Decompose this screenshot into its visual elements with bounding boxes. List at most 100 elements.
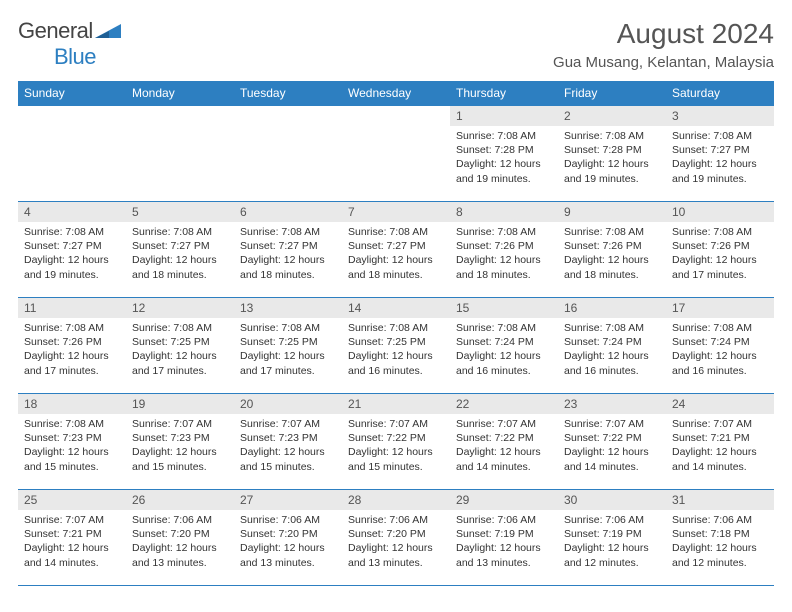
day-info: Sunrise: 7:07 AMSunset: 7:23 PMDaylight:…	[234, 414, 342, 474]
day-number: 23	[558, 394, 666, 414]
daylight-line: Daylight: 12 hours and 13 minutes.	[456, 541, 552, 569]
day-info: Sunrise: 7:08 AMSunset: 7:27 PMDaylight:…	[342, 222, 450, 282]
daylight-line: Daylight: 12 hours and 13 minutes.	[348, 541, 444, 569]
sunset-line: Sunset: 7:18 PM	[672, 527, 768, 541]
sunrise-line: Sunrise: 7:08 AM	[564, 321, 660, 335]
sunrise-line: Sunrise: 7:08 AM	[672, 129, 768, 143]
day-info: Sunrise: 7:07 AMSunset: 7:22 PMDaylight:…	[342, 414, 450, 474]
day-number: 11	[18, 298, 126, 318]
daylight-line: Daylight: 12 hours and 17 minutes.	[672, 253, 768, 281]
day-info: Sunrise: 7:06 AMSunset: 7:19 PMDaylight:…	[558, 510, 666, 570]
day-info: Sunrise: 7:07 AMSunset: 7:22 PMDaylight:…	[450, 414, 558, 474]
logo-text-a: General	[18, 18, 93, 44]
sunset-line: Sunset: 7:26 PM	[564, 239, 660, 253]
calendar-cell: .	[342, 106, 450, 202]
day-info: Sunrise: 7:06 AMSunset: 7:20 PMDaylight:…	[234, 510, 342, 570]
calendar-cell: 19Sunrise: 7:07 AMSunset: 7:23 PMDayligh…	[126, 394, 234, 490]
day-info: Sunrise: 7:08 AMSunset: 7:25 PMDaylight:…	[342, 318, 450, 378]
weekday-header: Friday	[558, 81, 666, 106]
day-number: 19	[126, 394, 234, 414]
daylight-line: Daylight: 12 hours and 14 minutes.	[24, 541, 120, 569]
sunrise-line: Sunrise: 7:08 AM	[456, 129, 552, 143]
day-info: Sunrise: 7:08 AMSunset: 7:23 PMDaylight:…	[18, 414, 126, 474]
daylight-line: Daylight: 12 hours and 15 minutes.	[24, 445, 120, 473]
day-number: 12	[126, 298, 234, 318]
daylight-line: Daylight: 12 hours and 15 minutes.	[132, 445, 228, 473]
sunset-line: Sunset: 7:25 PM	[132, 335, 228, 349]
daylight-line: Daylight: 12 hours and 13 minutes.	[240, 541, 336, 569]
sunset-line: Sunset: 7:24 PM	[456, 335, 552, 349]
day-number: 4	[18, 202, 126, 222]
calendar-cell: 7Sunrise: 7:08 AMSunset: 7:27 PMDaylight…	[342, 202, 450, 298]
sunset-line: Sunset: 7:27 PM	[672, 143, 768, 157]
calendar-cell: 25Sunrise: 7:07 AMSunset: 7:21 PMDayligh…	[18, 490, 126, 586]
day-number: 5	[126, 202, 234, 222]
sunset-line: Sunset: 7:28 PM	[564, 143, 660, 157]
sunset-line: Sunset: 7:24 PM	[564, 335, 660, 349]
weekday-header: Tuesday	[234, 81, 342, 106]
day-info: Sunrise: 7:08 AMSunset: 7:24 PMDaylight:…	[666, 318, 774, 378]
sunrise-line: Sunrise: 7:07 AM	[456, 417, 552, 431]
sunset-line: Sunset: 7:25 PM	[240, 335, 336, 349]
sunrise-line: Sunrise: 7:08 AM	[240, 321, 336, 335]
day-number: 6	[234, 202, 342, 222]
sunrise-line: Sunrise: 7:08 AM	[132, 225, 228, 239]
calendar-body: ....1Sunrise: 7:08 AMSunset: 7:28 PMDayl…	[18, 106, 774, 586]
sunset-line: Sunset: 7:21 PM	[24, 527, 120, 541]
calendar-cell: 20Sunrise: 7:07 AMSunset: 7:23 PMDayligh…	[234, 394, 342, 490]
day-info: Sunrise: 7:08 AMSunset: 7:28 PMDaylight:…	[558, 126, 666, 186]
sunrise-line: Sunrise: 7:08 AM	[24, 225, 120, 239]
sunrise-line: Sunrise: 7:06 AM	[672, 513, 768, 527]
day-number: 8	[450, 202, 558, 222]
calendar-cell: 10Sunrise: 7:08 AMSunset: 7:26 PMDayligh…	[666, 202, 774, 298]
sunset-line: Sunset: 7:23 PM	[240, 431, 336, 445]
calendar-cell: .	[18, 106, 126, 202]
logo-text-b-wrap: Blue	[18, 44, 96, 70]
calendar-cell: 6Sunrise: 7:08 AMSunset: 7:27 PMDaylight…	[234, 202, 342, 298]
day-number: 7	[342, 202, 450, 222]
day-number: 28	[342, 490, 450, 510]
calendar-cell: 13Sunrise: 7:08 AMSunset: 7:25 PMDayligh…	[234, 298, 342, 394]
daylight-line: Daylight: 12 hours and 16 minutes.	[564, 349, 660, 377]
day-number: 31	[666, 490, 774, 510]
sunrise-line: Sunrise: 7:08 AM	[24, 417, 120, 431]
calendar-cell: 9Sunrise: 7:08 AMSunset: 7:26 PMDaylight…	[558, 202, 666, 298]
calendar-row: 25Sunrise: 7:07 AMSunset: 7:21 PMDayligh…	[18, 490, 774, 586]
sunrise-line: Sunrise: 7:06 AM	[132, 513, 228, 527]
day-number: 1	[450, 106, 558, 126]
sunset-line: Sunset: 7:27 PM	[240, 239, 336, 253]
day-number: 26	[126, 490, 234, 510]
calendar-cell: 14Sunrise: 7:08 AMSunset: 7:25 PMDayligh…	[342, 298, 450, 394]
day-info: Sunrise: 7:06 AMSunset: 7:19 PMDaylight:…	[450, 510, 558, 570]
day-info: Sunrise: 7:08 AMSunset: 7:25 PMDaylight:…	[126, 318, 234, 378]
day-info: Sunrise: 7:08 AMSunset: 7:26 PMDaylight:…	[558, 222, 666, 282]
daylight-line: Daylight: 12 hours and 18 minutes.	[132, 253, 228, 281]
calendar-cell: 12Sunrise: 7:08 AMSunset: 7:25 PMDayligh…	[126, 298, 234, 394]
daylight-line: Daylight: 12 hours and 14 minutes.	[672, 445, 768, 473]
weekday-header: Wednesday	[342, 81, 450, 106]
weekday-header: Saturday	[666, 81, 774, 106]
sunrise-line: Sunrise: 7:07 AM	[348, 417, 444, 431]
day-number: 21	[342, 394, 450, 414]
daylight-line: Daylight: 12 hours and 18 minutes.	[456, 253, 552, 281]
logo-triangle-icon	[95, 22, 121, 40]
calendar-cell: 22Sunrise: 7:07 AMSunset: 7:22 PMDayligh…	[450, 394, 558, 490]
sunset-line: Sunset: 7:22 PM	[456, 431, 552, 445]
day-info: Sunrise: 7:08 AMSunset: 7:26 PMDaylight:…	[666, 222, 774, 282]
weekday-header: Thursday	[450, 81, 558, 106]
daylight-line: Daylight: 12 hours and 16 minutes.	[672, 349, 768, 377]
sunrise-line: Sunrise: 7:08 AM	[456, 321, 552, 335]
day-info: Sunrise: 7:07 AMSunset: 7:22 PMDaylight:…	[558, 414, 666, 474]
sunset-line: Sunset: 7:27 PM	[24, 239, 120, 253]
calendar-cell: 16Sunrise: 7:08 AMSunset: 7:24 PMDayligh…	[558, 298, 666, 394]
sunrise-line: Sunrise: 7:08 AM	[348, 225, 444, 239]
weekday-header: Sunday	[18, 81, 126, 106]
day-number: 27	[234, 490, 342, 510]
day-info: Sunrise: 7:08 AMSunset: 7:24 PMDaylight:…	[558, 318, 666, 378]
sunrise-line: Sunrise: 7:07 AM	[672, 417, 768, 431]
sunrise-line: Sunrise: 7:06 AM	[240, 513, 336, 527]
calendar-cell: 28Sunrise: 7:06 AMSunset: 7:20 PMDayligh…	[342, 490, 450, 586]
day-number: 14	[342, 298, 450, 318]
month-title: August 2024	[553, 18, 774, 50]
daylight-line: Daylight: 12 hours and 19 minutes.	[672, 157, 768, 185]
